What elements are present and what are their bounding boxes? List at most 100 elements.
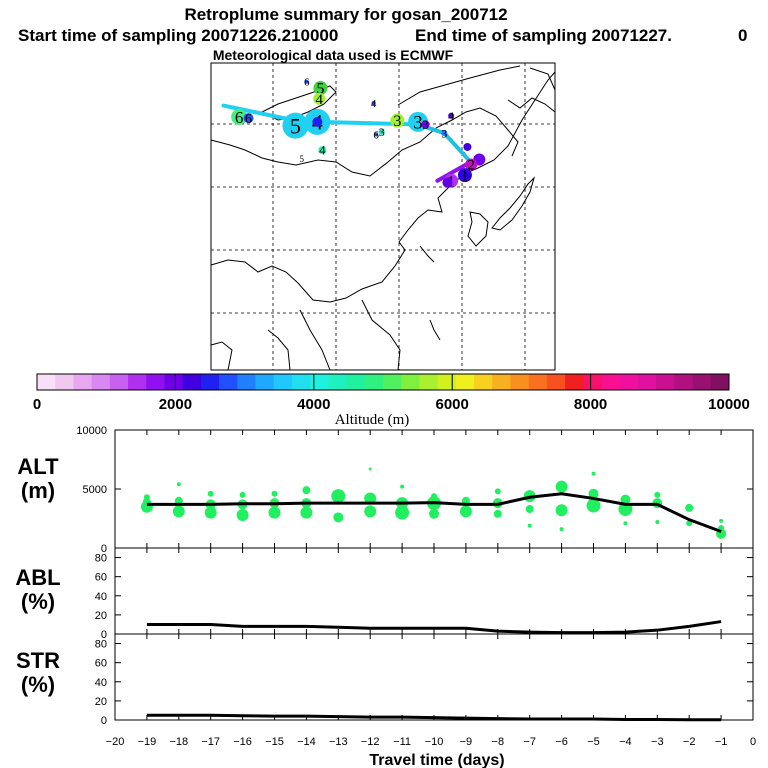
panel-ylabel: ALT (17, 454, 59, 479)
map-frame (210, 62, 556, 371)
end-time-label: End time of sampling 20071227. (415, 26, 672, 45)
alt-point (685, 503, 694, 512)
alt-point (302, 486, 311, 495)
colorbar-cell (182, 374, 202, 390)
altitude-colorbar: 0 2000 4000 6000 8000 10000 Altitude (m) (33, 373, 750, 428)
plume-marker-label: 1 (461, 168, 469, 185)
panel-frame (114, 547, 754, 635)
plume-marker (243, 113, 254, 124)
panel-ylabel: (%) (21, 589, 55, 614)
x-axis-label: Travel time (days) (369, 752, 504, 768)
plume-marker (421, 120, 430, 129)
plume-marker (371, 101, 376, 106)
x-tick-label: −6 (555, 736, 568, 748)
colorbar-cell (255, 374, 275, 390)
x-tick-label: −7 (523, 736, 536, 748)
x-tick-label: −15 (265, 736, 284, 748)
alt-point (239, 491, 246, 498)
colorbar-cell (601, 374, 621, 390)
plume-marker-label: 3 (393, 113, 401, 130)
y-tick-label: 0 (101, 543, 107, 555)
alt-point (527, 523, 532, 528)
x-tick-label: −12 (361, 736, 380, 748)
alt-point (368, 467, 372, 471)
figure-title: Retroplume summary for gosan_200712 (184, 5, 507, 24)
panel-ylabel: STR (16, 648, 60, 673)
colorbar-tick-label: 0 (33, 396, 41, 413)
alt-point (271, 490, 278, 497)
y-tick-label: 40 (95, 591, 107, 603)
alt-point (364, 505, 377, 518)
alt-mean-line (146, 492, 722, 533)
colorbar-cell (474, 374, 493, 390)
x-tick-label: −9 (460, 736, 473, 748)
plume-marker-label: 4 (315, 92, 323, 108)
panel-frame (114, 633, 754, 721)
track-segment (435, 159, 473, 183)
colorbar-cell (219, 374, 238, 390)
alt-point (459, 505, 472, 518)
alt-point (204, 506, 217, 519)
colorbar-cell (692, 374, 712, 390)
abl-panel: 80 60 40 20 0 ABL(%) (15, 547, 754, 641)
plume-marker (313, 92, 326, 105)
alt-point (654, 491, 661, 498)
x-tick-label: −13 (329, 736, 348, 748)
colorbar-cell (492, 374, 511, 390)
abl-line (146, 620, 722, 635)
plume-marker-label: 5 (316, 81, 324, 98)
plume-marker (441, 130, 448, 137)
x-tick-label: −20 (106, 736, 125, 748)
alt-point (494, 488, 501, 495)
colorbar-cell (383, 374, 402, 390)
alt-point (395, 505, 410, 520)
plume-marker (463, 142, 472, 151)
colorbar-tick-label: 4000 (297, 396, 330, 413)
alt-point (525, 505, 534, 514)
colorbar-cell (710, 374, 730, 390)
track-segment (442, 131, 473, 164)
alt-point (331, 489, 346, 504)
colorbar-label: Altitude (m) (335, 412, 410, 428)
colorbar-cell (328, 374, 348, 390)
y-tick-label: 10000 (76, 425, 107, 437)
colorbar-cell (437, 374, 457, 390)
x-tick-label: −19 (138, 736, 157, 748)
y-tick-label: 80 (95, 553, 107, 565)
y-tick-label: 5000 (83, 484, 107, 496)
x-tick-label: −17 (201, 736, 220, 748)
colorbar-tick-label: 6000 (436, 396, 469, 413)
colorbar-cell (37, 374, 56, 390)
y-tick-label: 60 (95, 658, 107, 670)
x-axis-ticks: −20 −19 −18 −17 −16 −15 −14 −13 −12 −11 −10 −9 −8 −7−… (106, 736, 756, 748)
alt-point (591, 471, 596, 476)
colorbar-cell (528, 374, 548, 390)
panel-ylabel: (m) (21, 478, 55, 503)
alt-point (655, 520, 660, 525)
alt-point (174, 496, 183, 505)
str-line (146, 713, 722, 722)
colorbar-tick-label: 10000 (708, 396, 750, 413)
plume-marker (318, 146, 327, 155)
plume-marker (378, 128, 385, 135)
colorbar-cell (364, 374, 384, 390)
alt-point (555, 504, 568, 517)
plume-marker (312, 116, 323, 127)
colorbar-cell (674, 374, 694, 390)
y-tick-label: 0 (101, 715, 107, 727)
plume-marker (231, 108, 248, 125)
y-tick-label: 80 (95, 639, 107, 651)
colorbar-cell (164, 374, 184, 390)
x-tick-label: −5 (587, 736, 600, 748)
alt-point (586, 498, 601, 513)
colorbar-cell (619, 374, 639, 390)
y-tick-label: 60 (95, 572, 107, 584)
colorbar-cell (55, 374, 74, 390)
x-tick-label: −11 (393, 736, 411, 748)
plume-marker (313, 81, 328, 96)
x-tick-label: −4 (619, 736, 632, 748)
colorbar-cell (73, 374, 93, 390)
colorbar-cell (200, 374, 220, 390)
alt-point (719, 518, 724, 523)
